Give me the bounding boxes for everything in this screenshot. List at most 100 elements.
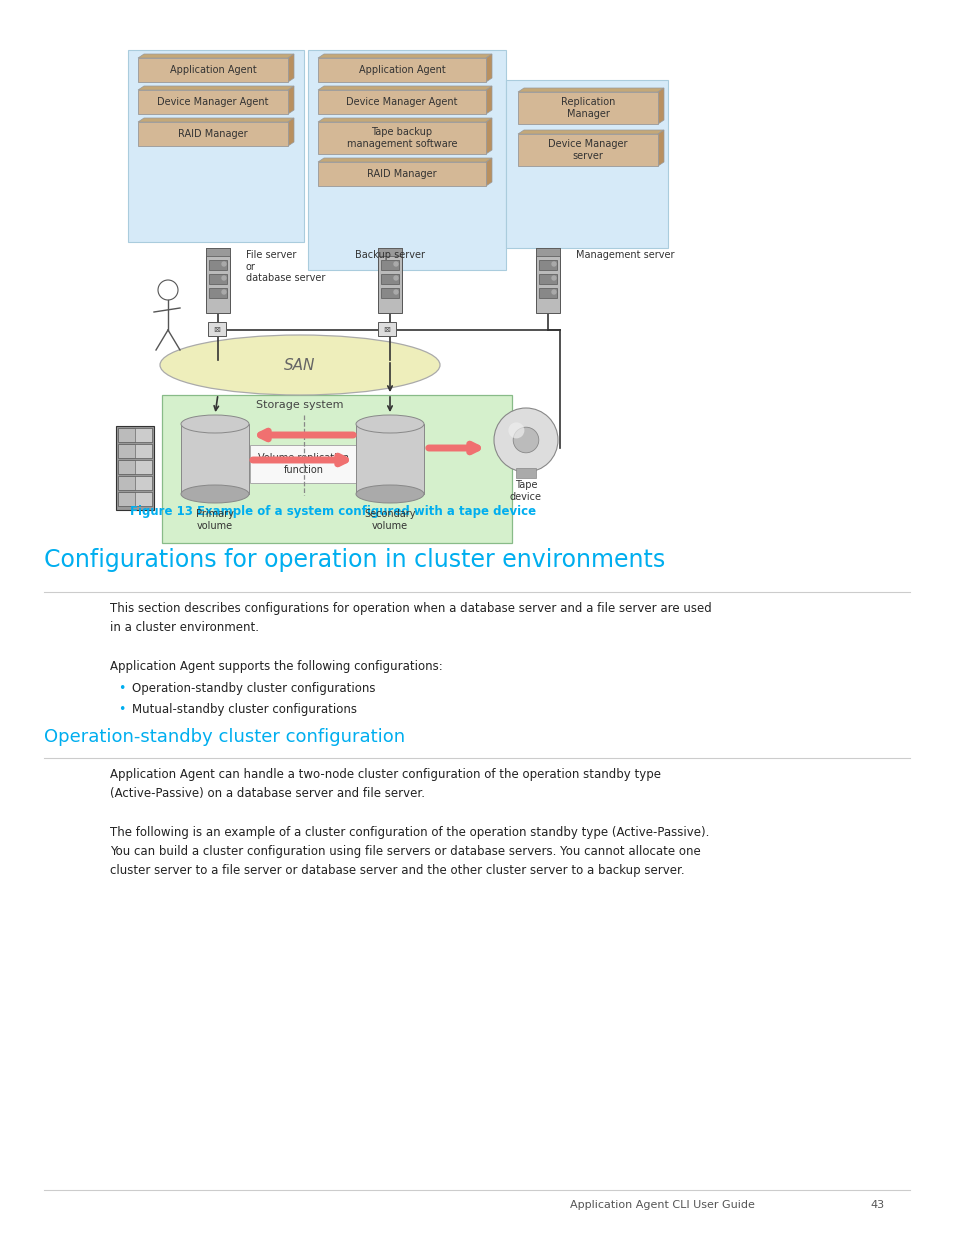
Polygon shape	[317, 54, 492, 58]
Circle shape	[552, 290, 556, 294]
Ellipse shape	[355, 485, 423, 503]
Polygon shape	[138, 54, 294, 58]
Bar	[308, 49, 505, 270]
Text: Application Agent supports the following configurations:: Application Agent supports the following…	[110, 659, 442, 673]
Bar	[317, 58, 485, 82]
Text: Application Agent: Application Agent	[170, 65, 256, 75]
Bar	[138, 90, 288, 114]
Bar	[135, 429, 152, 442]
Text: Device Manager Agent: Device Manager Agent	[346, 98, 457, 107]
Bar	[377, 248, 401, 256]
Text: Device Manager Agent: Device Manager Agent	[157, 98, 269, 107]
Text: ⊠: ⊠	[213, 326, 220, 335]
Bar	[536, 248, 559, 256]
Text: RAID Manager: RAID Manager	[367, 169, 436, 179]
Bar	[516, 468, 536, 478]
Text: Operation-standby cluster configurations: Operation-standby cluster configurations	[132, 682, 375, 695]
Text: Application Agent: Application Agent	[358, 65, 445, 75]
Circle shape	[513, 427, 538, 453]
Polygon shape	[658, 88, 663, 124]
Circle shape	[222, 275, 226, 280]
Bar	[517, 91, 658, 124]
Polygon shape	[138, 119, 294, 122]
Bar	[206, 248, 230, 256]
Text: File server
or
database server: File server or database server	[246, 249, 325, 283]
Polygon shape	[517, 88, 663, 91]
Bar	[505, 80, 667, 248]
Text: •: •	[118, 703, 125, 716]
Bar	[118, 492, 152, 506]
Bar	[209, 261, 227, 270]
Bar	[128, 49, 304, 242]
Bar	[538, 274, 557, 284]
Text: Storage system: Storage system	[256, 400, 343, 410]
Bar	[135, 445, 152, 458]
Circle shape	[222, 262, 226, 266]
Text: Figure 13 Example of a system configured with a tape device: Figure 13 Example of a system configured…	[130, 505, 536, 517]
Bar	[317, 90, 485, 114]
Text: Mutual-standby cluster configurations: Mutual-standby cluster configurations	[132, 703, 356, 716]
Bar	[208, 322, 226, 336]
Polygon shape	[138, 86, 294, 90]
Bar	[162, 395, 512, 543]
Bar	[355, 424, 423, 494]
Ellipse shape	[181, 415, 249, 433]
Text: RAID Manager: RAID Manager	[178, 128, 248, 140]
Text: Configurations for operation in cluster environments: Configurations for operation in cluster …	[44, 548, 664, 572]
Text: Secondary
volume: Secondary volume	[364, 509, 416, 531]
Bar	[118, 475, 152, 490]
Text: Application Agent can handle a two-node cluster configuration of the operation s: Application Agent can handle a two-node …	[110, 768, 660, 800]
Bar	[377, 322, 395, 336]
Text: Backup server: Backup server	[355, 249, 424, 261]
Circle shape	[158, 280, 178, 300]
Text: SAN: SAN	[284, 357, 315, 373]
Circle shape	[222, 290, 226, 294]
Circle shape	[552, 275, 556, 280]
Bar	[536, 248, 559, 312]
Circle shape	[394, 275, 397, 280]
Bar	[380, 261, 398, 270]
Bar	[206, 248, 230, 312]
Bar	[317, 162, 485, 186]
Bar	[135, 459, 152, 474]
Polygon shape	[517, 130, 663, 135]
Text: Primary
volume: Primary volume	[196, 509, 233, 531]
Bar	[135, 492, 152, 506]
Circle shape	[394, 290, 397, 294]
Ellipse shape	[160, 335, 439, 395]
Text: Management server: Management server	[576, 249, 674, 261]
Text: The following is an example of a cluster configuration of the operation standby : The following is an example of a cluster…	[110, 826, 709, 877]
Polygon shape	[317, 158, 492, 162]
Bar	[250, 445, 357, 483]
Bar	[138, 122, 288, 146]
Bar	[380, 288, 398, 298]
Polygon shape	[485, 119, 492, 154]
Bar	[116, 426, 153, 510]
Bar	[118, 429, 152, 442]
Bar	[118, 459, 152, 474]
Ellipse shape	[181, 485, 249, 503]
Circle shape	[494, 408, 558, 472]
Bar	[517, 135, 658, 165]
Text: Device Manager
server: Device Manager server	[548, 140, 627, 161]
Text: Replication
Manager: Replication Manager	[560, 98, 615, 119]
Bar	[209, 288, 227, 298]
Circle shape	[508, 422, 524, 438]
Text: Operation-standby cluster configuration: Operation-standby cluster configuration	[44, 727, 405, 746]
Text: 43: 43	[869, 1200, 883, 1210]
Polygon shape	[317, 119, 492, 122]
Text: ⊠: ⊠	[383, 326, 390, 335]
Text: Volume replication
function: Volume replication function	[258, 453, 349, 474]
Bar	[181, 424, 249, 494]
Text: Application Agent CLI User Guide: Application Agent CLI User Guide	[569, 1200, 754, 1210]
Circle shape	[394, 262, 397, 266]
Polygon shape	[288, 54, 294, 82]
Bar	[380, 274, 398, 284]
Text: Tape
device: Tape device	[510, 480, 541, 501]
Text: Tape backup
management software: Tape backup management software	[346, 127, 456, 148]
Polygon shape	[658, 130, 663, 165]
Bar	[317, 122, 485, 154]
Polygon shape	[485, 54, 492, 82]
Bar	[135, 475, 152, 490]
Polygon shape	[485, 158, 492, 186]
